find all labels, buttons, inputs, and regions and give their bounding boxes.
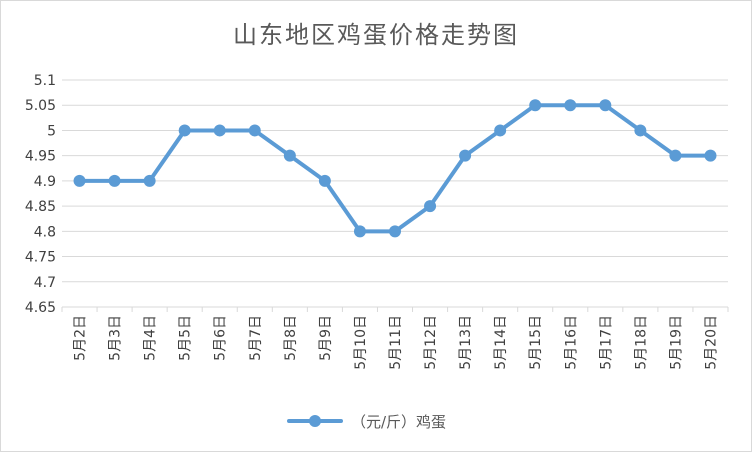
x-tick-label: 5月4日 — [143, 315, 159, 361]
x-tick-label: 5月11日 — [388, 315, 404, 370]
series-layer — [73, 99, 717, 238]
data-point — [108, 174, 121, 187]
data-point — [283, 149, 296, 162]
y-axis-ticks: 5.1 5.05 5 4.95 4.9 4.85 4.8 4.75 4.7 4.65 — [25, 73, 56, 316]
y-tick-label: 4.65 — [25, 300, 56, 316]
legend-marker — [287, 415, 343, 427]
data-point — [318, 174, 331, 187]
data-point — [73, 174, 86, 187]
x-tick-label: 5月19日 — [668, 315, 684, 370]
x-tick-label: 5月5日 — [178, 315, 194, 361]
series-line — [77, 103, 713, 234]
data-point — [634, 124, 647, 137]
x-axis-ticks: 5月2日 5月3日 5月4日 5月5日 5月6日 5月7日 5月8日 5月9日 5月10日 5月1… — [73, 315, 720, 370]
x-tick-label: 5月18日 — [633, 315, 649, 370]
data-point — [669, 149, 682, 162]
x-tick-label: 5月14日 — [493, 315, 509, 370]
x-tick-label: 5月13日 — [458, 315, 474, 370]
data-point — [213, 124, 226, 137]
x-tick-label: 5月20日 — [703, 315, 719, 370]
data-point — [704, 149, 717, 162]
data-point — [178, 124, 191, 137]
y-tick-label: 4.8 — [34, 224, 56, 240]
y-tick-label: 5 — [47, 123, 56, 139]
y-tick-label: 4.95 — [25, 149, 56, 165]
data-point — [599, 99, 612, 112]
x-tick-label: 5月10日 — [353, 315, 369, 370]
data-point — [248, 124, 261, 137]
data-point — [353, 225, 366, 238]
chart-title: 山东地区鸡蛋价格走势图 — [233, 21, 519, 49]
y-tick-label: 4.9 — [34, 174, 56, 190]
x-tick-label: 5月8日 — [283, 315, 299, 361]
data-point — [389, 225, 401, 238]
y-tick-label: 4.75 — [25, 250, 56, 266]
data-point — [424, 200, 437, 213]
x-tick-label: 5月2日 — [73, 315, 89, 361]
data-point — [564, 99, 577, 112]
legend-label: （元/斤）鸡蛋 — [351, 412, 447, 431]
x-tick-label: 5月7日 — [248, 315, 264, 361]
x-tick-label: 5月17日 — [598, 315, 614, 370]
data-point — [459, 149, 472, 162]
x-tick-label: 5月9日 — [318, 315, 334, 361]
gridlines — [61, 79, 729, 312]
x-tick-label: 5月16日 — [563, 315, 579, 370]
data-point — [143, 174, 156, 187]
y-tick-label: 4.7 — [34, 275, 56, 291]
data-point — [494, 124, 507, 137]
x-tick-label: 5月3日 — [108, 315, 124, 361]
data-point — [529, 99, 542, 112]
y-tick-label: 5.1 — [34, 73, 56, 89]
y-tick-label: 4.85 — [25, 199, 56, 215]
legend: （元/斤）鸡蛋 — [287, 409, 446, 433]
x-tick-label: 5月12日 — [423, 315, 439, 370]
x-tick-label: 5月6日 — [213, 315, 229, 361]
x-tick-label: 5月15日 — [528, 315, 544, 370]
y-tick-label: 5.05 — [25, 98, 56, 114]
